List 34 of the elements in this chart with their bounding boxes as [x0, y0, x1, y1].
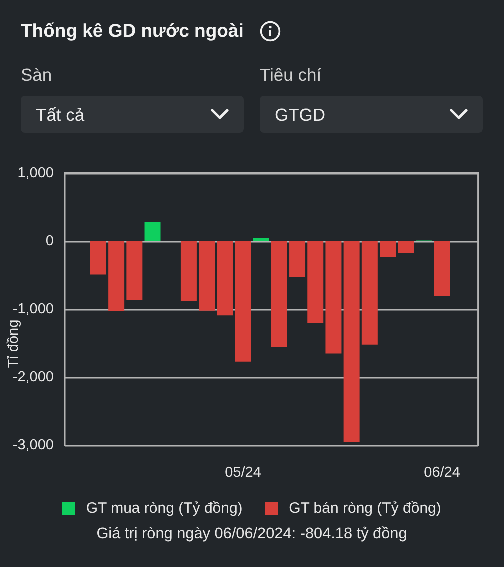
bar — [180, 241, 197, 302]
dropdown: GTGD — [260, 96, 483, 133]
x-tick-label: 05/24 — [225, 465, 262, 482]
bar — [308, 241, 324, 324]
bar — [144, 222, 161, 242]
bar — [108, 241, 125, 312]
dropdown: Tất cả — [21, 96, 244, 133]
bar — [199, 241, 216, 311]
y-tick-label: -3,000 — [12, 438, 54, 454]
bar — [326, 241, 342, 354]
bar — [380, 241, 396, 258]
bar — [290, 241, 306, 278]
bar — [434, 241, 450, 296]
bar — [271, 241, 288, 347]
chart-title: Thống kê GD nước ngoài — [21, 19, 244, 43]
bar — [362, 241, 378, 345]
y-tick-label: 1,000 — [18, 165, 54, 182]
text: Giá trị ròng ngày 06/06/2024: -804.18 tỷ đồng — [96, 526, 408, 542]
bar — [398, 241, 414, 253]
y-tick-label: -1,000 — [12, 302, 54, 318]
legend-label: GT bán ròng (Tỷ đồng) — [289, 500, 442, 517]
bar — [253, 238, 270, 242]
y-tick-label: 0 — [46, 233, 54, 250]
text: Tiêu chí — [260, 64, 322, 87]
bar — [126, 241, 143, 300]
legend-label: GT mua ròng (Tỷ đồng) — [86, 500, 243, 517]
x-tick-label: 06/24 — [424, 465, 460, 482]
bar — [217, 241, 234, 316]
bar — [235, 241, 252, 362]
y-tick-label: -2,000 — [12, 370, 54, 386]
y-axis-title: Tỉ đồng — [6, 320, 22, 368]
text: Sàn — [21, 64, 52, 87]
bar — [90, 241, 106, 275]
bar — [344, 241, 360, 442]
